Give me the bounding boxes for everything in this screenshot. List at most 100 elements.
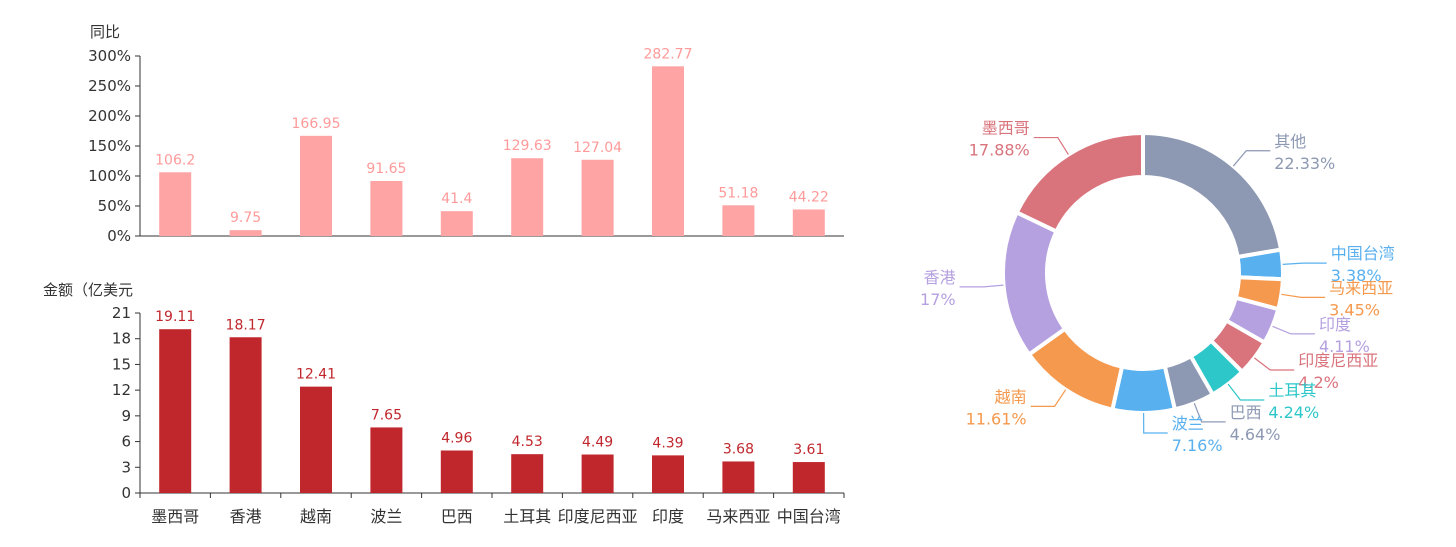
slice-percent-label: 3.38%	[1331, 266, 1382, 285]
bar-value-label: 12.41	[296, 367, 336, 383]
slice-percent-label: 7.16%	[1172, 436, 1223, 455]
leader-line	[1253, 357, 1295, 371]
bar	[440, 211, 473, 236]
x-tick-label: 巴西	[441, 507, 473, 526]
leader-line	[1193, 403, 1226, 423]
leader-line	[1030, 389, 1067, 407]
y-tick-label: 12	[112, 381, 131, 399]
bar	[652, 455, 684, 493]
yoy-bar-chart: 同比 0% 50% 100% 150% 200% 250% 300% 106.2 9.75 166…	[88, 23, 844, 245]
slice-percent-label: 17%	[920, 290, 956, 309]
bar-value-label: 3.61	[793, 442, 824, 458]
slice-name-label: 土耳其	[1268, 381, 1316, 400]
x-tick-label: 马来西亚	[706, 507, 770, 526]
slice-name-label: 中国台湾	[1331, 244, 1395, 263]
donut-slice	[1235, 247, 1285, 282]
y-tick-label: 9	[121, 407, 131, 425]
donut-slice	[1141, 130, 1284, 260]
slice-name-label: 越南	[995, 387, 1027, 406]
y-tick-label: 250%	[88, 77, 131, 95]
bar-value-label: 4.96	[441, 430, 472, 446]
bar	[792, 462, 825, 493]
yoy-axis-title: 同比	[90, 23, 120, 41]
slice-percent-label: 4.64%	[1230, 425, 1281, 444]
bar-value-label: 19.11	[155, 309, 195, 325]
y-tick-label: 18	[112, 330, 131, 348]
bar	[159, 172, 192, 236]
bar	[581, 454, 614, 493]
y-tick-label: 300%	[88, 47, 131, 65]
bar-value-label: 7.65	[371, 407, 402, 423]
leader-line	[1282, 262, 1327, 265]
y-tick-label: 0	[121, 484, 131, 502]
bar-value-label: 3.68	[723, 441, 754, 457]
bar	[511, 158, 544, 236]
bar-value-label: 4.49	[582, 435, 613, 451]
y-tick-label: 150%	[88, 137, 131, 155]
leader-line	[1281, 293, 1326, 298]
bar-value-label: 4.53	[512, 434, 543, 450]
bar	[722, 205, 755, 236]
y-tick-label: 100%	[88, 167, 131, 185]
slice-name-label: 巴西	[1230, 403, 1262, 422]
bar-value-label: 4.39	[652, 435, 683, 451]
slice-name-label: 马来西亚	[1329, 278, 1393, 297]
slice-name-label: 其他	[1274, 132, 1306, 151]
slice-name-label: 印度	[1319, 315, 1351, 334]
slice-name-label: 墨西哥	[982, 119, 1030, 138]
leader-line	[1272, 325, 1315, 335]
bar	[370, 427, 403, 493]
leader-line	[959, 284, 1004, 288]
bar	[370, 181, 403, 236]
donut-slice	[1001, 209, 1068, 358]
x-tick-label: 印度尼西亚	[558, 507, 638, 526]
leader-line	[1232, 150, 1271, 167]
bar-value-label: 129.63	[503, 138, 552, 154]
bar	[581, 159, 614, 236]
bar	[440, 450, 473, 493]
x-tick-label: 中国台湾	[777, 507, 841, 526]
bar	[229, 230, 262, 236]
slice-percent-label: 4.11%	[1319, 337, 1370, 356]
amount-bar-chart: 金额（亿美元 0 3 6 9 12 15 18 21 19.11 墨西哥 18.17 香港 12.41 越…	[43, 281, 845, 526]
bar-value-label: 282.77	[644, 46, 693, 62]
bar	[159, 329, 192, 493]
bar-value-label: 41.4	[441, 191, 472, 207]
slice-name-label: 波兰	[1172, 414, 1204, 433]
bar-value-label: 91.65	[366, 161, 406, 177]
bar-value-label: 51.18	[718, 185, 758, 201]
bar-value-label: 44.22	[789, 189, 829, 205]
bar-value-label: 106.2	[155, 152, 195, 168]
bar	[722, 461, 755, 493]
bar	[652, 66, 684, 236]
bar-value-label: 127.04	[573, 140, 622, 156]
bar	[300, 386, 332, 493]
share-donut-chart: 其他 22.33% 中国台湾 3.38%马来西亚 3.45%印度 4.11%印度尼西亚 4.…	[920, 119, 1395, 455]
x-tick-label: 香港	[230, 507, 262, 526]
bar-value-label: 166.95	[292, 116, 341, 132]
slice-name-label: 香港	[924, 268, 956, 287]
bar-value-label: 18.17	[226, 317, 266, 333]
x-tick-label: 土耳其	[503, 507, 551, 526]
slice-percent-label: 3.45%	[1329, 300, 1380, 319]
y-tick-label: 21	[112, 304, 131, 322]
bar	[229, 337, 262, 493]
donut-slice	[1014, 130, 1145, 235]
bar	[511, 454, 544, 493]
bar-value-label: 9.75	[230, 210, 261, 226]
y-tick-label: 3	[121, 458, 131, 476]
leader-line	[1227, 383, 1265, 401]
x-tick-label: 印度	[652, 507, 684, 526]
slice-percent-label: 11.61%	[966, 409, 1027, 428]
slice-percent-label: 17.88%	[969, 141, 1030, 160]
slice-percent-label: 22.33%	[1274, 154, 1335, 173]
y-tick-label: 0%	[107, 227, 131, 245]
y-tick-label: 15	[112, 355, 131, 373]
x-tick-label: 越南	[300, 507, 332, 526]
amount-axis-title: 金额（亿美元	[43, 281, 133, 299]
bar	[300, 135, 332, 236]
x-tick-label: 波兰	[370, 507, 402, 526]
leader-line	[1143, 412, 1168, 434]
leader-line	[1033, 136, 1069, 155]
